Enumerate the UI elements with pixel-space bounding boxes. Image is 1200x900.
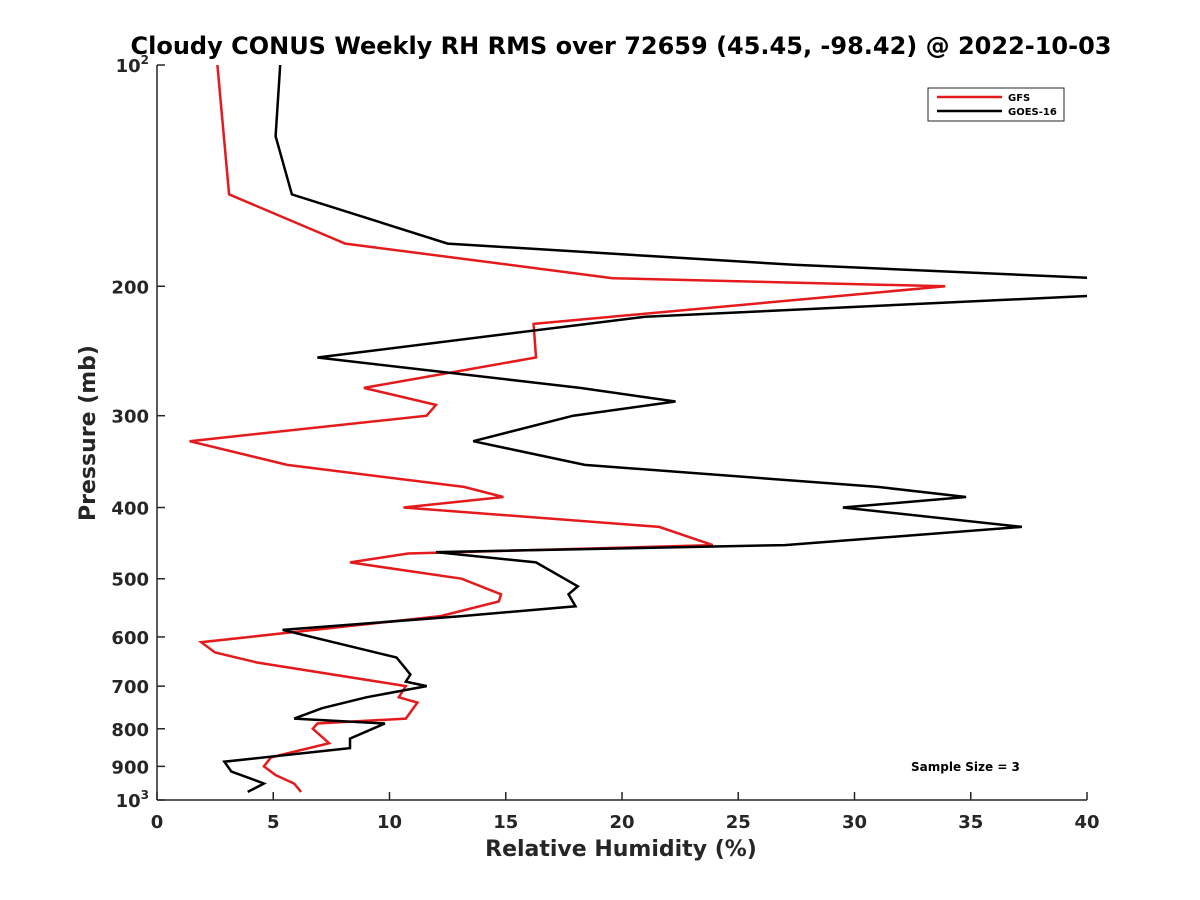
sample-size-annotation: Sample Size = 3	[911, 760, 1020, 774]
y-tick-exponent: 3	[141, 788, 149, 802]
y-tick-label: 800	[111, 720, 149, 741]
y-tick-label: 102	[116, 53, 149, 77]
legend: GFS GOES-16	[927, 87, 1065, 122]
y-tick-label: 500	[111, 570, 149, 591]
y-tick-label: 200	[111, 277, 149, 298]
series-line-goes16	[222, 65, 1087, 794]
y-tick-label: 700	[111, 677, 149, 698]
x-ticks: 0 5 10 15 20 25 30 35 40	[151, 792, 1100, 833]
legend-label-goes16: GOES-16	[1008, 107, 1057, 118]
x-axis-label: Relative Humidity (%)	[485, 837, 757, 862]
y-tick-label: 900	[111, 757, 149, 778]
y-tick-label: 600	[111, 628, 149, 649]
series-lines	[189, 65, 1087, 794]
x-tick-label: 40	[1074, 812, 1099, 833]
y-axis-label: Pressure (mb)	[76, 345, 101, 521]
x-tick-label: 0	[151, 812, 164, 833]
y-tick-base: 10	[116, 791, 141, 812]
series-line-gfs	[189, 65, 946, 793]
x-tick-label: 5	[267, 812, 280, 833]
legend-label-gfs: GFS	[1008, 93, 1030, 104]
y-tick-base: 10	[116, 56, 141, 77]
x-tick-label: 35	[958, 812, 983, 833]
chart-title: Cloudy CONUS Weekly RH RMS over 72659 (4…	[131, 32, 1112, 60]
x-tick-label: 10	[377, 812, 402, 833]
y-tick-label: 400	[111, 499, 149, 520]
x-tick-label: 20	[609, 812, 634, 833]
legend-box	[927, 87, 1065, 122]
x-tick-label: 25	[726, 812, 751, 833]
y-tick-label: 103	[116, 788, 149, 812]
x-tick-label: 15	[493, 812, 518, 833]
x-tick-label: 30	[842, 812, 867, 833]
y-tick-exponent: 2	[141, 53, 149, 67]
y-tick-label: 300	[111, 407, 149, 428]
plot-area: 0 5 10 15 20 25 30 35 40 10220030040050060070080…	[111, 53, 1099, 833]
